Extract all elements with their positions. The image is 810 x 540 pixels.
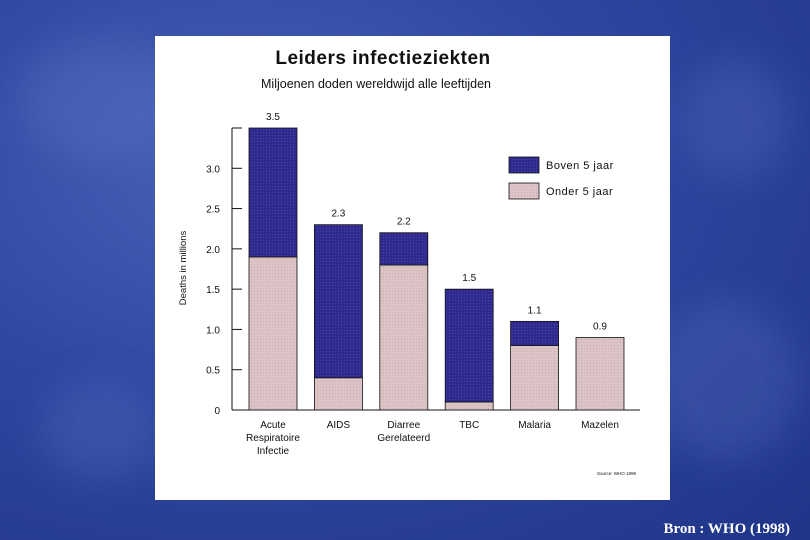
bar-above5	[510, 320, 560, 346]
bars	[248, 127, 625, 411]
bar-total-label: 0.9	[593, 321, 607, 332]
bar-under5	[379, 264, 429, 411]
category-label: Mazelen	[581, 420, 619, 431]
legend: Boven 5 jaar Onder 5 jaar	[508, 156, 614, 200]
category-label: Diarree Gerelateerd	[377, 420, 430, 444]
bar-above5	[313, 224, 363, 379]
category-label: TBC	[459, 420, 479, 431]
legend-swatch	[508, 182, 540, 200]
bar-under5	[575, 337, 625, 411]
labels: 3.5 Acute Respiratoire Infectie 2.3 AIDS 2.2 Di…	[246, 112, 619, 457]
y-axis: 0 0.5 1.0 1.5 2.0 2.5 3.0	[206, 127, 640, 417]
legend-label: Onder 5 jaar	[546, 186, 613, 198]
y-tick-label: 0	[214, 406, 220, 417]
category-label: Malaria	[518, 420, 551, 431]
y-tick-label: 3.0	[206, 164, 220, 175]
y-tick-label: 0.5	[206, 366, 220, 377]
bar-under5	[248, 256, 298, 411]
bar-above5	[248, 127, 298, 258]
bar-under5	[313, 377, 363, 411]
category-label: Acute Respiratoire Infectie	[246, 420, 300, 457]
bar-total-label: 1.5	[462, 273, 476, 284]
category-label: AIDS	[327, 420, 351, 431]
bar-under5	[510, 345, 560, 411]
bar-under5	[444, 401, 494, 411]
source-note: Source: WHO 1999	[597, 471, 637, 476]
chart-subtitle: Miljoenen doden wereldwijd alle leeftijd…	[261, 77, 491, 91]
chart-panel: Leiders infectieziekten Miljoenen doden …	[155, 36, 670, 500]
bar-above5	[379, 232, 429, 266]
bar-total-label: 1.1	[528, 305, 542, 316]
legend-label: Boven 5 jaar	[546, 160, 614, 172]
bar-above5	[444, 288, 494, 403]
legend-swatch	[508, 156, 540, 174]
y-tick-label: 1.0	[206, 325, 220, 336]
bar-total-label: 3.5	[266, 112, 280, 123]
bar-total-label: 2.3	[331, 209, 345, 220]
y-tick-label: 2.0	[206, 245, 220, 256]
y-tick-label: 2.5	[206, 205, 220, 216]
y-axis-label: Deaths in millions	[178, 231, 189, 306]
bar-total-label: 2.2	[397, 217, 411, 228]
source-footer: Bron : WHO (1998)	[663, 521, 790, 537]
chart-title: Leiders infectieziekten	[275, 48, 490, 69]
y-tick-label: 1.5	[206, 285, 220, 296]
bar-chart: Leiders infectieziekten Miljoenen doden …	[178, 48, 640, 476]
